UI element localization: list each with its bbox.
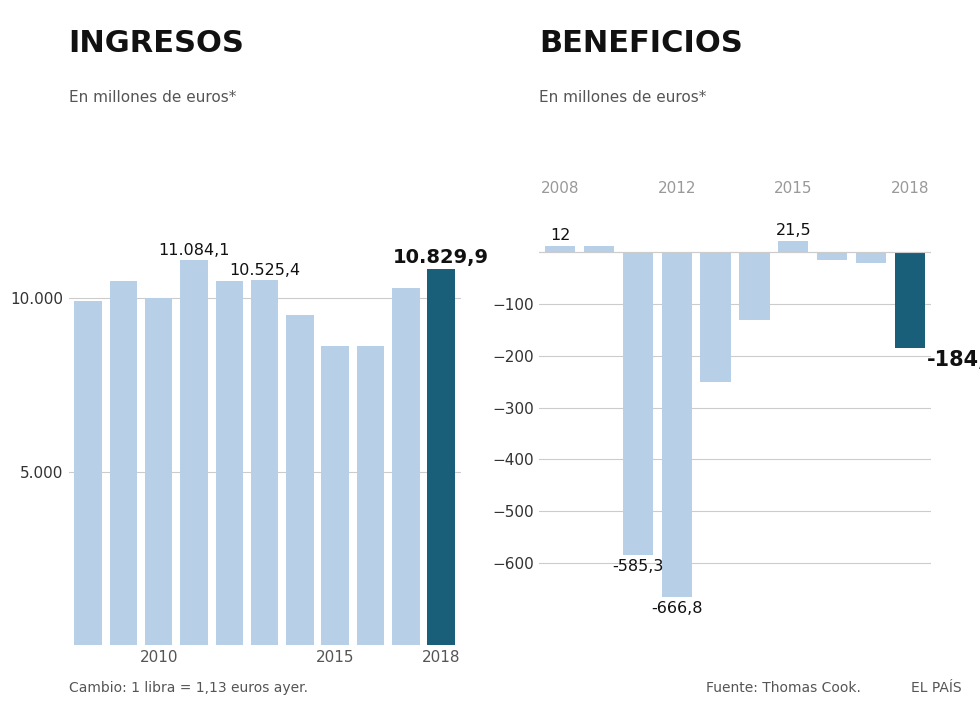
Text: 10.829,9: 10.829,9 <box>393 248 489 267</box>
Bar <box>662 252 692 597</box>
Text: Cambio: 1 libra = 1,13 euros ayer.: Cambio: 1 libra = 1,13 euros ayer. <box>69 681 308 695</box>
Text: 10.525,4: 10.525,4 <box>229 262 300 277</box>
Bar <box>895 252 925 348</box>
Bar <box>216 280 243 645</box>
Bar <box>180 260 208 645</box>
Text: 12: 12 <box>550 228 570 243</box>
Bar <box>110 280 137 645</box>
Bar <box>778 242 808 252</box>
Bar <box>427 269 455 645</box>
Bar <box>74 301 102 645</box>
Bar <box>623 252 653 555</box>
Text: EL PAÍS: EL PAÍS <box>911 681 962 695</box>
Bar <box>545 246 575 252</box>
Bar <box>817 252 847 260</box>
Text: Fuente: Thomas Cook.: Fuente: Thomas Cook. <box>706 681 860 695</box>
Bar <box>357 346 384 645</box>
Text: -666,8: -666,8 <box>651 602 703 616</box>
Bar <box>145 298 172 645</box>
Bar <box>701 252 731 381</box>
Text: -585,3: -585,3 <box>612 559 663 574</box>
Bar <box>321 346 349 645</box>
Text: En millones de euros*: En millones de euros* <box>69 90 236 105</box>
Bar <box>739 252 769 320</box>
Bar <box>856 252 886 263</box>
Bar <box>286 315 314 645</box>
Text: -184,2: -184,2 <box>927 350 980 370</box>
Text: BENEFICIOS: BENEFICIOS <box>539 29 743 57</box>
Bar <box>392 288 419 645</box>
Bar <box>584 246 614 252</box>
Text: En millones de euros*: En millones de euros* <box>539 90 707 105</box>
Text: 21,5: 21,5 <box>775 223 811 238</box>
Text: 11.084,1: 11.084,1 <box>158 243 229 258</box>
Bar <box>251 280 278 645</box>
Text: INGRESOS: INGRESOS <box>69 29 244 57</box>
